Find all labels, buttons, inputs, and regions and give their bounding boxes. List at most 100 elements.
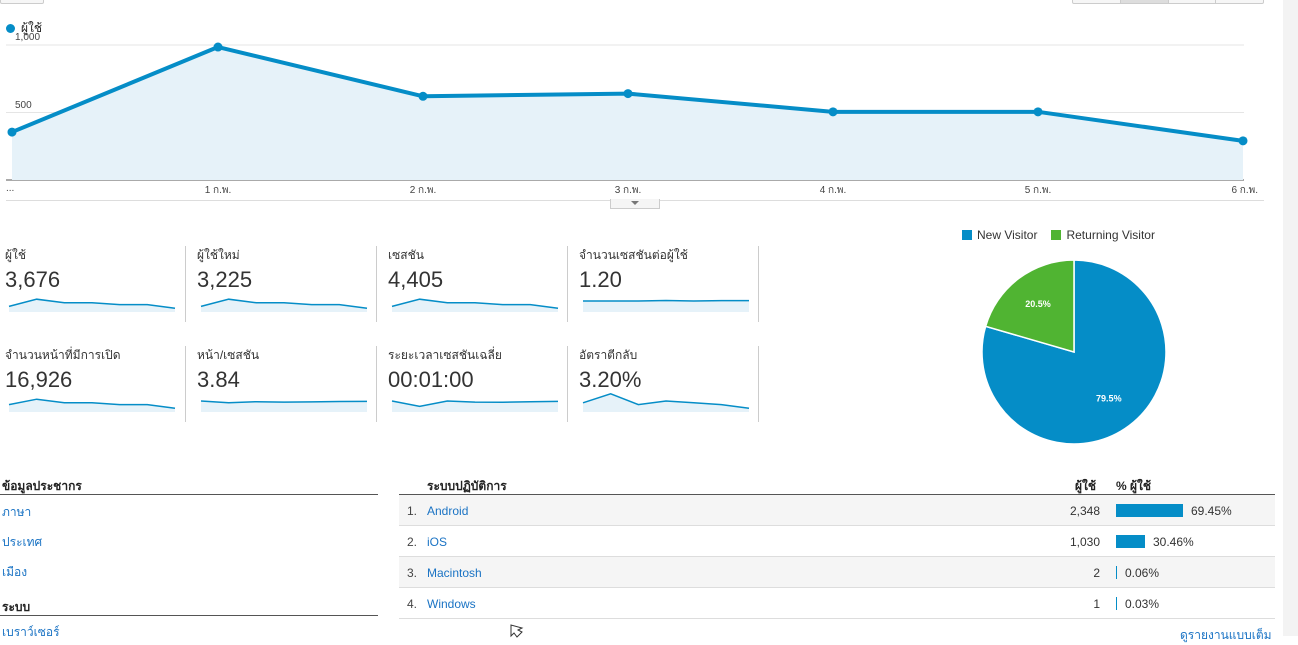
x-tick-label: 5 ก.พ.: [1024, 185, 1052, 196]
data-point-1[interactable]: [213, 42, 223, 52]
metric-divider: [758, 346, 759, 422]
os-link-macintosh[interactable]: Macintosh: [427, 566, 482, 580]
os-row-macintosh: 3. Macintosh 2 0.06%: [399, 557, 1275, 588]
pie-slice-1[interactable]: [984, 259, 1075, 353]
sparkline-line: [583, 299, 749, 302]
row-rank: 3.: [407, 566, 418, 580]
y-tick-label: 1,000: [15, 32, 41, 43]
metric-avg-session-duration[interactable]: ระยะเวลาเซสชันเฉลี่ย 00:01:00: [388, 346, 568, 422]
row-rank: 4.: [407, 597, 418, 611]
legend-new-visitor[interactable]: New Visitor: [962, 228, 1037, 242]
metric-new-users[interactable]: ผู้ใช้ใหม่ 3,225: [197, 246, 377, 322]
y-tick-label: 500: [15, 99, 32, 111]
link-browser[interactable]: เบราว์เซอร์: [2, 625, 60, 639]
link-country[interactable]: ประเทศ: [2, 535, 43, 549]
metric-value: 3,676: [5, 267, 61, 292]
demographics-title: ข้อมูลประชากร: [2, 479, 82, 493]
metric-label: อัตราตีกลับ: [579, 348, 638, 362]
users-line-chart[interactable]: [0, 30, 1264, 185]
metric-value: 4,405: [388, 267, 444, 292]
row-pct: 30.46%: [1153, 535, 1194, 549]
link-language[interactable]: ภาษา: [2, 505, 32, 519]
pct-users-column-header[interactable]: % ผู้ใช้: [1116, 479, 1152, 493]
os-row-windows: 4. Windows 1 0.03%: [399, 588, 1275, 619]
metric-divider: [567, 246, 568, 322]
metric-sparkline: [200, 400, 368, 412]
metric-sessions-per-user[interactable]: จำนวนเซสชันต่อผู้ใช้ 1.20: [579, 246, 759, 322]
sparkline-fill: [201, 299, 367, 312]
metric-value: 1.20: [579, 267, 622, 292]
system-title: ระบบ: [2, 600, 31, 614]
data-point-6[interactable]: [1238, 136, 1248, 146]
row-pct: 0.03%: [1125, 597, 1160, 611]
interval-toggle[interactable]: [1072, 0, 1264, 4]
metric-sparkline: [391, 400, 559, 412]
returning-visitor-swatch: [1051, 230, 1062, 240]
metric-sparkline: [8, 298, 176, 312]
x-tick-label: 3 ก.พ.: [614, 185, 642, 196]
row-users: 2: [1093, 566, 1100, 580]
pie-legend: New Visitor Returning Visitor: [962, 228, 1155, 242]
sparkline-fill: [201, 401, 367, 412]
metric-sessions[interactable]: เซสชัน 4,405: [388, 246, 568, 322]
metric-value: 3.84: [197, 367, 240, 392]
sparkline-line: [582, 393, 750, 409]
os-link-ios[interactable]: iOS: [427, 535, 448, 549]
metric-divider: [185, 346, 186, 422]
x-tick-label: 1 ก.พ.: [204, 185, 232, 196]
os-row-android: 1. Android 2,348 69.45%: [399, 495, 1275, 526]
data-point-4[interactable]: [828, 107, 838, 117]
metric-bounce-rate[interactable]: อัตราตีกลับ 3.20%: [579, 346, 759, 422]
pct-bar: [1116, 535, 1145, 548]
metric-label: จำนวนหน้าที่มีการเปิด: [5, 348, 121, 362]
os-column-title: ระบบปฏิบัติการ: [427, 479, 507, 493]
metric-label: หน้า/เซสชัน: [197, 348, 260, 362]
demographics-divider: [0, 494, 378, 495]
row-users: 2,348: [1069, 504, 1100, 518]
toolbar-button[interactable]: [0, 0, 44, 4]
visitor-type-pie-chart[interactable]: 79.5% 20.5%: [974, 252, 1174, 452]
data-point-3[interactable]: [623, 89, 633, 99]
sparkline-line: [8, 398, 176, 409]
metric-value: 3.20%: [579, 367, 642, 392]
interval-day[interactable]: [1120, 0, 1169, 3]
row-rank: 1.: [407, 504, 418, 518]
metric-divider: [567, 346, 568, 422]
interval-hour[interactable]: [1073, 0, 1121, 3]
metric-divider: [376, 246, 377, 322]
metric-pageviews[interactable]: จำนวนหน้าที่มีการเปิด 16,926: [5, 346, 185, 422]
new-visitor-swatch: [962, 230, 972, 240]
users-column-header[interactable]: ผู้ใช้: [1075, 479, 1097, 493]
x-tick-label: 6 ก.พ.: [1231, 185, 1258, 196]
metric-value: 16,926: [5, 367, 73, 392]
data-point-0[interactable]: [7, 127, 17, 137]
interval-week[interactable]: [1169, 0, 1217, 3]
metric-sparkline: [8, 398, 176, 412]
sparkline-line: [8, 298, 176, 309]
metric-label: เซสชัน: [388, 248, 424, 262]
link-city[interactable]: เมือง: [2, 565, 28, 579]
pie-slice-label: 79.5%: [1096, 393, 1122, 403]
os-row-ios: 2. iOS 1,030 30.46%: [399, 526, 1275, 557]
users-area-fill: [12, 47, 1243, 181]
metric-sparkline: [200, 298, 368, 312]
interval-month[interactable]: [1216, 0, 1263, 3]
metric-sparkline: [391, 298, 559, 312]
metric-users[interactable]: ผู้ใช้ 3,676: [5, 246, 185, 322]
chart-legend: ผู้ใช้: [6, 19, 42, 38]
sparkline-fill: [9, 299, 175, 312]
pie-slice-label: 20.5%: [1025, 299, 1051, 309]
pct-bar: [1116, 504, 1183, 517]
collapse-chart-button[interactable]: [610, 199, 660, 209]
os-link-windows[interactable]: Windows: [427, 597, 476, 611]
metric-label: ผู้ใช้ใหม่: [197, 248, 240, 262]
data-point-5[interactable]: [1033, 107, 1043, 117]
scrollbar[interactable]: [1283, 0, 1298, 636]
sparkline-fill: [392, 299, 558, 312]
sparkline-line: [200, 298, 368, 309]
data-point-2[interactable]: [418, 91, 428, 101]
os-link-android[interactable]: Android: [427, 504, 469, 518]
metric-value: 00:01:00: [388, 367, 474, 392]
legend-returning-visitor[interactable]: Returning Visitor: [1051, 228, 1155, 242]
metric-pages-per-session[interactable]: หน้า/เซสชัน 3.84: [197, 346, 377, 422]
